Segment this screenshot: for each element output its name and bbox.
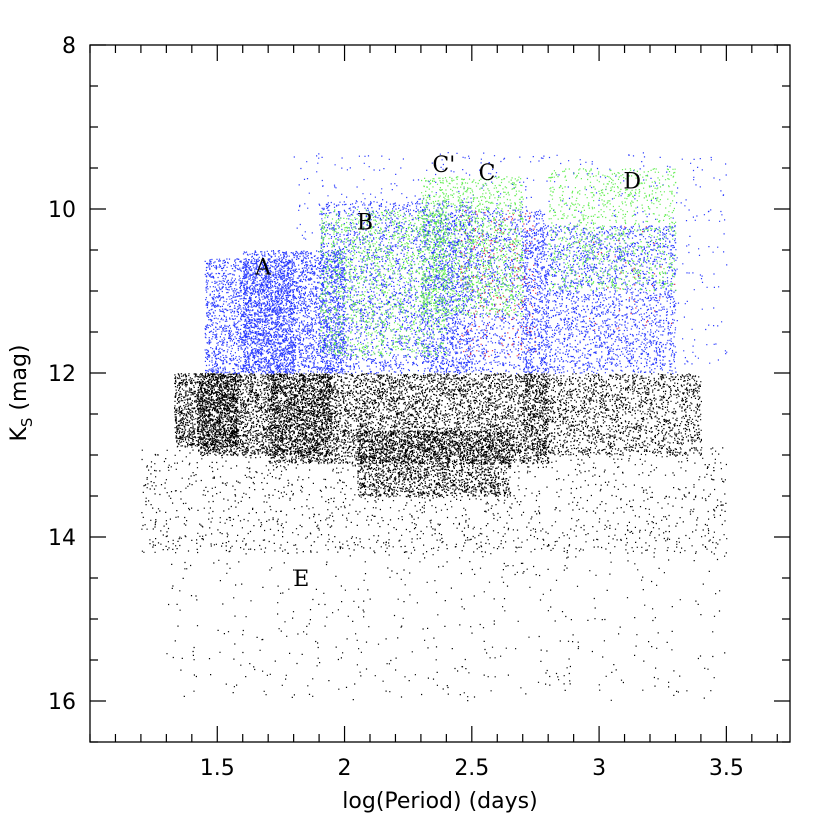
y-tick-label: 12 [48,362,76,387]
annotation-label: A [254,255,272,280]
series-0-points [141,373,728,702]
x-tick-label: 1.5 [200,756,235,781]
y-tick-label: 8 [62,34,76,59]
x-tick-labels: 1.5 2 2.5 3 3.5 [200,756,744,781]
x-tick-label: 2 [338,756,352,781]
y-tick-label: 10 [48,198,76,223]
annotation-label: C' [432,153,455,178]
y-axis-label-subscript: S [18,418,36,428]
y-axis-label: KS (mag) [7,344,36,441]
series-1-markers [204,152,728,375]
sequence-annotations: A B C' C D E [254,153,641,592]
series-3-points [459,209,676,358]
y-tick-label: 14 [48,526,76,551]
annotation-label: E [293,567,309,592]
x-tick-label: 2.5 [454,756,489,781]
y-axis-label-main: K [7,427,32,442]
x-tick-label: 3 [592,756,606,781]
plot-frame [89,44,791,743]
annotation-label: B [357,210,373,235]
y-tick-labels: 8 10 12 14 16 [48,34,76,715]
series-3-markers [459,209,676,358]
data-points [141,152,728,702]
tick-marks [89,44,790,743]
x-axis-label: log(Period) (days) [342,789,537,814]
x-tick-label: 3.5 [709,756,744,781]
series-1-points [204,152,728,375]
series-0-markers [141,373,728,702]
axis-ticks [89,44,790,743]
annotation-label: D [623,169,641,194]
y-tick-label: 16 [48,690,76,715]
y-axis-label-unit: (mag) [7,344,32,417]
annotation-label: C [479,161,496,186]
